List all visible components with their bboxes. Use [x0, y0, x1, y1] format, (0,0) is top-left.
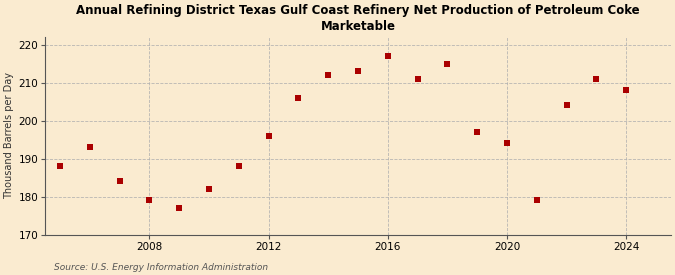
- Point: [472, 130, 483, 134]
- Point: [621, 88, 632, 92]
- Point: [55, 164, 65, 169]
- Title: Annual Refining District Texas Gulf Coast Refinery Net Production of Petroleum C: Annual Refining District Texas Gulf Coas…: [76, 4, 640, 33]
- Point: [173, 206, 184, 210]
- Point: [502, 141, 512, 146]
- Point: [382, 54, 393, 58]
- Point: [442, 62, 453, 66]
- Point: [234, 164, 244, 169]
- Point: [293, 96, 304, 100]
- Point: [561, 103, 572, 108]
- Text: Source: U.S. Energy Information Administration: Source: U.S. Energy Information Administ…: [54, 263, 268, 272]
- Point: [114, 179, 125, 184]
- Point: [323, 73, 333, 77]
- Point: [144, 198, 155, 203]
- Point: [84, 145, 95, 150]
- Point: [263, 134, 274, 138]
- Point: [531, 198, 542, 203]
- Point: [204, 187, 215, 191]
- Point: [412, 77, 423, 81]
- Point: [352, 69, 363, 73]
- Y-axis label: Thousand Barrels per Day: Thousand Barrels per Day: [4, 72, 14, 199]
- Point: [591, 77, 601, 81]
